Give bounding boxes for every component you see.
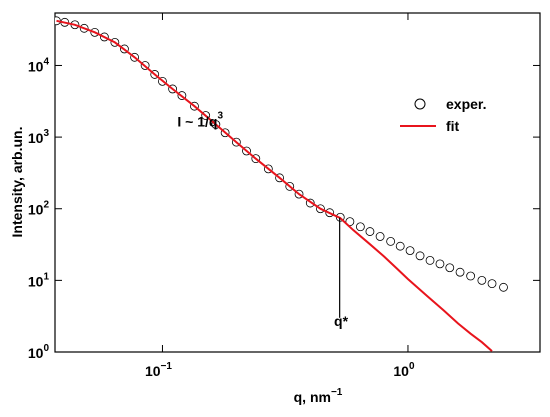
y-tick-label-power: 3 — [43, 128, 49, 139]
y-tick-label-base: 10 — [28, 130, 44, 146]
data-point — [445, 263, 455, 273]
data-point — [499, 282, 508, 292]
legend-marker — [414, 98, 426, 110]
y-tick-label: 102 — [28, 200, 50, 218]
data-point — [365, 227, 375, 236]
y-tick-label-base: 10 — [28, 58, 44, 74]
data-point — [477, 275, 487, 285]
annotation-text: q* — [334, 313, 349, 329]
annotation-text: I ~ 1/q — [177, 114, 217, 130]
data-point — [395, 241, 405, 251]
annotation-power: 3 — [217, 111, 223, 122]
legend-label: fit — [446, 118, 460, 134]
x-tick-label: 10−1 — [145, 361, 172, 379]
annotation: q* — [334, 313, 349, 329]
plot-frame — [54, 12, 541, 353]
y-tick-label: 103 — [28, 128, 50, 146]
data-point — [435, 259, 445, 269]
data-point — [415, 251, 425, 261]
x-axis-label-power: −1 — [331, 387, 343, 398]
x-axis-label-text: q, nm — [294, 389, 331, 405]
fit-line — [56, 19, 493, 352]
y-tick-label-power: 1 — [43, 271, 49, 282]
y-tick-label-base: 10 — [28, 202, 44, 218]
y-tick-label: 104 — [28, 56, 50, 74]
data-point — [386, 236, 396, 246]
y-axis-label: Intensity, arb.un. — [9, 127, 25, 238]
y-tick-label-power: 2 — [43, 200, 49, 211]
data-point — [455, 267, 465, 277]
legend-label: exper. — [446, 96, 486, 112]
x-tick-label-power: 0 — [409, 361, 415, 372]
data-point — [405, 246, 415, 256]
x-tick-label-power: −1 — [161, 361, 173, 372]
plot-area — [55, 16, 508, 352]
y-tick-label-base: 10 — [28, 345, 44, 361]
y-tick-label: 101 — [28, 271, 50, 289]
data-point — [487, 279, 497, 289]
data-point — [466, 271, 476, 281]
y-tick-label: 100 — [28, 343, 50, 361]
y-tick-label-power: 4 — [43, 56, 49, 67]
annotation: I ~ 1/q3 — [177, 111, 223, 130]
y-tick-label-base: 10 — [28, 273, 44, 289]
data-point — [425, 255, 435, 265]
x-tick-label: 100 — [393, 361, 415, 379]
y-tick-label-power: 0 — [43, 343, 49, 354]
x-axis-label: q, nm−1 — [294, 387, 343, 405]
x-tick-label-base: 10 — [393, 363, 409, 379]
data-point — [375, 232, 385, 241]
data-point — [355, 222, 365, 232]
x-tick-label-base: 10 — [145, 363, 161, 379]
